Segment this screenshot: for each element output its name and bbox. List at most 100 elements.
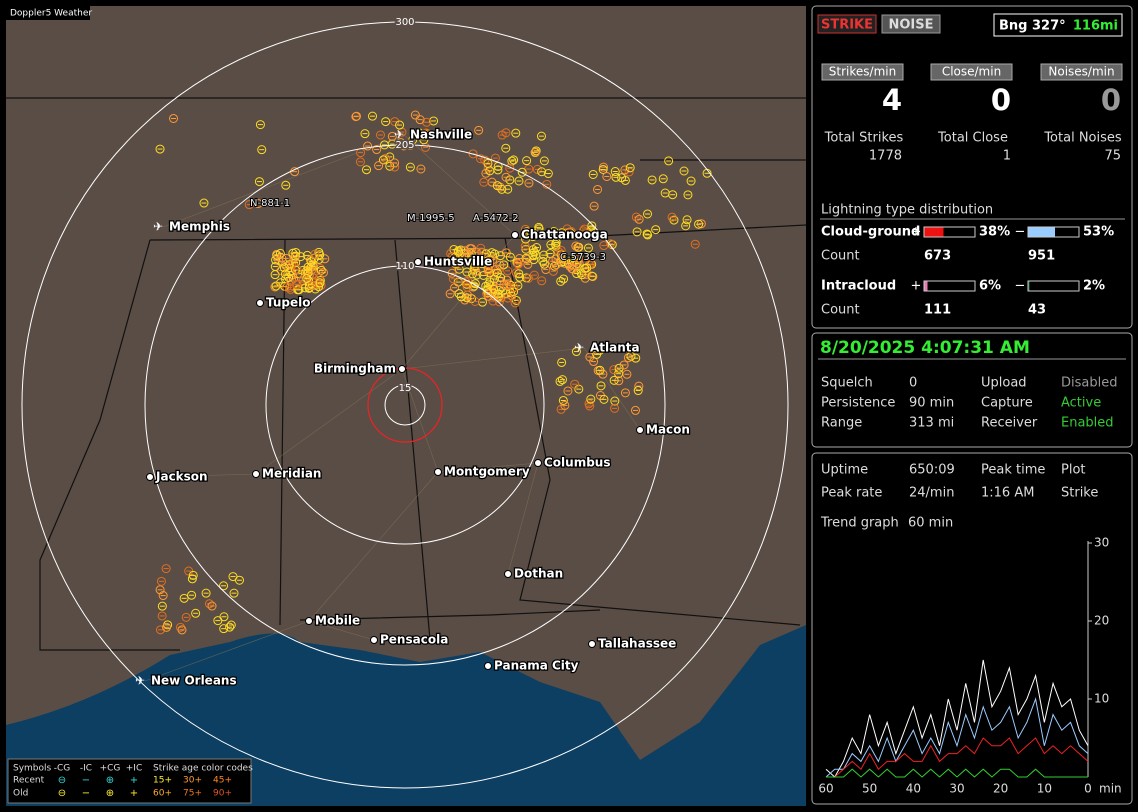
strike-symbol bbox=[270, 262, 280, 272]
count: 43 bbox=[1028, 303, 1046, 318]
strike-symbol bbox=[490, 274, 500, 284]
city-dot bbox=[414, 258, 422, 266]
symbol-legend: Symbols -CG -IC +CG +IC Strike age color code… bbox=[7, 758, 253, 804]
strike-symbol bbox=[228, 572, 238, 582]
strike-symbol bbox=[595, 365, 605, 375]
rate-value: 4 bbox=[882, 83, 902, 117]
legend-age: 75+ bbox=[183, 789, 202, 799]
strike-symbol bbox=[456, 245, 466, 255]
strike-symbol bbox=[479, 177, 489, 187]
strike-symbol bbox=[410, 110, 420, 120]
strike-symbol bbox=[257, 145, 267, 155]
noise-mode-label[interactable]: NOISE bbox=[888, 18, 933, 33]
trend-box bbox=[811, 452, 1133, 805]
setting: Receiver bbox=[981, 416, 1038, 431]
rate-header: Strikes/min bbox=[829, 65, 896, 79]
strike-symbol bbox=[493, 289, 503, 299]
datetime: 8/20/2025 4:07:31 AM bbox=[820, 338, 1030, 358]
strike-symbol bbox=[281, 180, 291, 190]
city-dot bbox=[504, 570, 512, 578]
strike-symbol bbox=[395, 120, 405, 130]
roads bbox=[144, 134, 641, 682]
strike-symbol bbox=[521, 244, 531, 254]
sign: + bbox=[911, 279, 922, 294]
strike-symbol bbox=[609, 365, 619, 375]
x-tick-label: 30 bbox=[949, 782, 964, 796]
city-label: Chattanooga bbox=[521, 228, 608, 242]
strike-symbol bbox=[470, 279, 480, 289]
x-tick-label: 20 bbox=[993, 782, 1008, 796]
airport-icon: ✈ bbox=[394, 128, 404, 142]
type-name: Cloud-ground bbox=[821, 225, 920, 240]
strike-symbol bbox=[668, 190, 678, 200]
x-tick-label: 50 bbox=[862, 782, 877, 796]
state-borders bbox=[6, 97, 806, 651]
trend-line bbox=[826, 768, 1088, 778]
strike-symbol bbox=[226, 620, 236, 630]
city-dot bbox=[146, 473, 154, 481]
strike-symbol bbox=[381, 153, 391, 163]
range-ring bbox=[21, 21, 789, 789]
strike-symbol bbox=[651, 225, 661, 235]
strike-symbol bbox=[588, 169, 598, 179]
strike-symbol bbox=[285, 267, 295, 277]
strike-mode-label[interactable]: STRIKE bbox=[821, 18, 873, 33]
strike-symbol bbox=[378, 155, 388, 165]
legend-row-label: Old bbox=[13, 789, 28, 799]
bearing: Bng 327° bbox=[999, 19, 1066, 34]
strike-symbol bbox=[582, 263, 592, 273]
strike-symbol bbox=[451, 258, 461, 268]
strike-symbol bbox=[520, 241, 530, 251]
percent: 53% bbox=[1083, 225, 1114, 240]
strike-symbol bbox=[574, 253, 584, 263]
city-label: Tupelo bbox=[266, 296, 311, 310]
bar-fill bbox=[924, 227, 944, 237]
strike-symbol bbox=[505, 252, 515, 262]
strike-symbol bbox=[537, 167, 547, 177]
rate-value: 0 bbox=[991, 83, 1011, 117]
city-dot bbox=[370, 636, 378, 644]
city-label: Mobile bbox=[315, 614, 360, 628]
legend-symbol: ⊕ bbox=[106, 775, 114, 786]
strike-symbol bbox=[291, 258, 301, 268]
strike-symbol bbox=[643, 230, 653, 240]
strike-symbol bbox=[658, 174, 668, 184]
strike-symbol bbox=[161, 564, 171, 574]
strike-symbol bbox=[474, 125, 484, 135]
strike-symbol bbox=[490, 249, 500, 259]
strike-symbol bbox=[557, 357, 567, 367]
strike-symbol bbox=[465, 244, 475, 254]
strike-symbol bbox=[532, 164, 542, 174]
strike-symbol bbox=[290, 253, 300, 263]
strike-symbol bbox=[454, 289, 464, 299]
strike-symbol bbox=[483, 163, 493, 173]
strike-mode-button[interactable] bbox=[817, 14, 877, 34]
strike-symbol bbox=[686, 176, 696, 186]
city-label: Atlanta bbox=[590, 341, 640, 355]
strike-symbol bbox=[219, 581, 229, 591]
station-label: C-5739-3 bbox=[560, 252, 606, 263]
x-tick-label: 0 bbox=[1084, 782, 1092, 796]
strike-symbol bbox=[642, 229, 652, 239]
city-dot bbox=[256, 299, 264, 307]
strike-symbol bbox=[632, 227, 642, 237]
strike-symbol bbox=[188, 570, 198, 580]
bar-frame bbox=[1027, 280, 1080, 292]
strike-symbol bbox=[555, 376, 565, 386]
trend-window: 60 min bbox=[908, 516, 953, 531]
legend-symbol: + bbox=[130, 775, 138, 786]
noise-mode-button[interactable] bbox=[881, 14, 941, 34]
strike-symbol bbox=[679, 166, 689, 176]
strike-symbol bbox=[467, 258, 477, 268]
strike-symbol bbox=[537, 276, 547, 286]
strike-symbol bbox=[187, 590, 197, 600]
strike-symbol bbox=[630, 405, 640, 415]
strike-symbol bbox=[207, 601, 217, 611]
strike-symbol bbox=[570, 379, 580, 389]
legend-age: 60+ bbox=[153, 789, 172, 799]
strike-symbol bbox=[177, 625, 187, 635]
strike-symbol bbox=[596, 381, 606, 391]
strike-symbol bbox=[571, 347, 581, 357]
strike-symbol bbox=[534, 224, 544, 234]
strike-symbol bbox=[556, 245, 566, 255]
